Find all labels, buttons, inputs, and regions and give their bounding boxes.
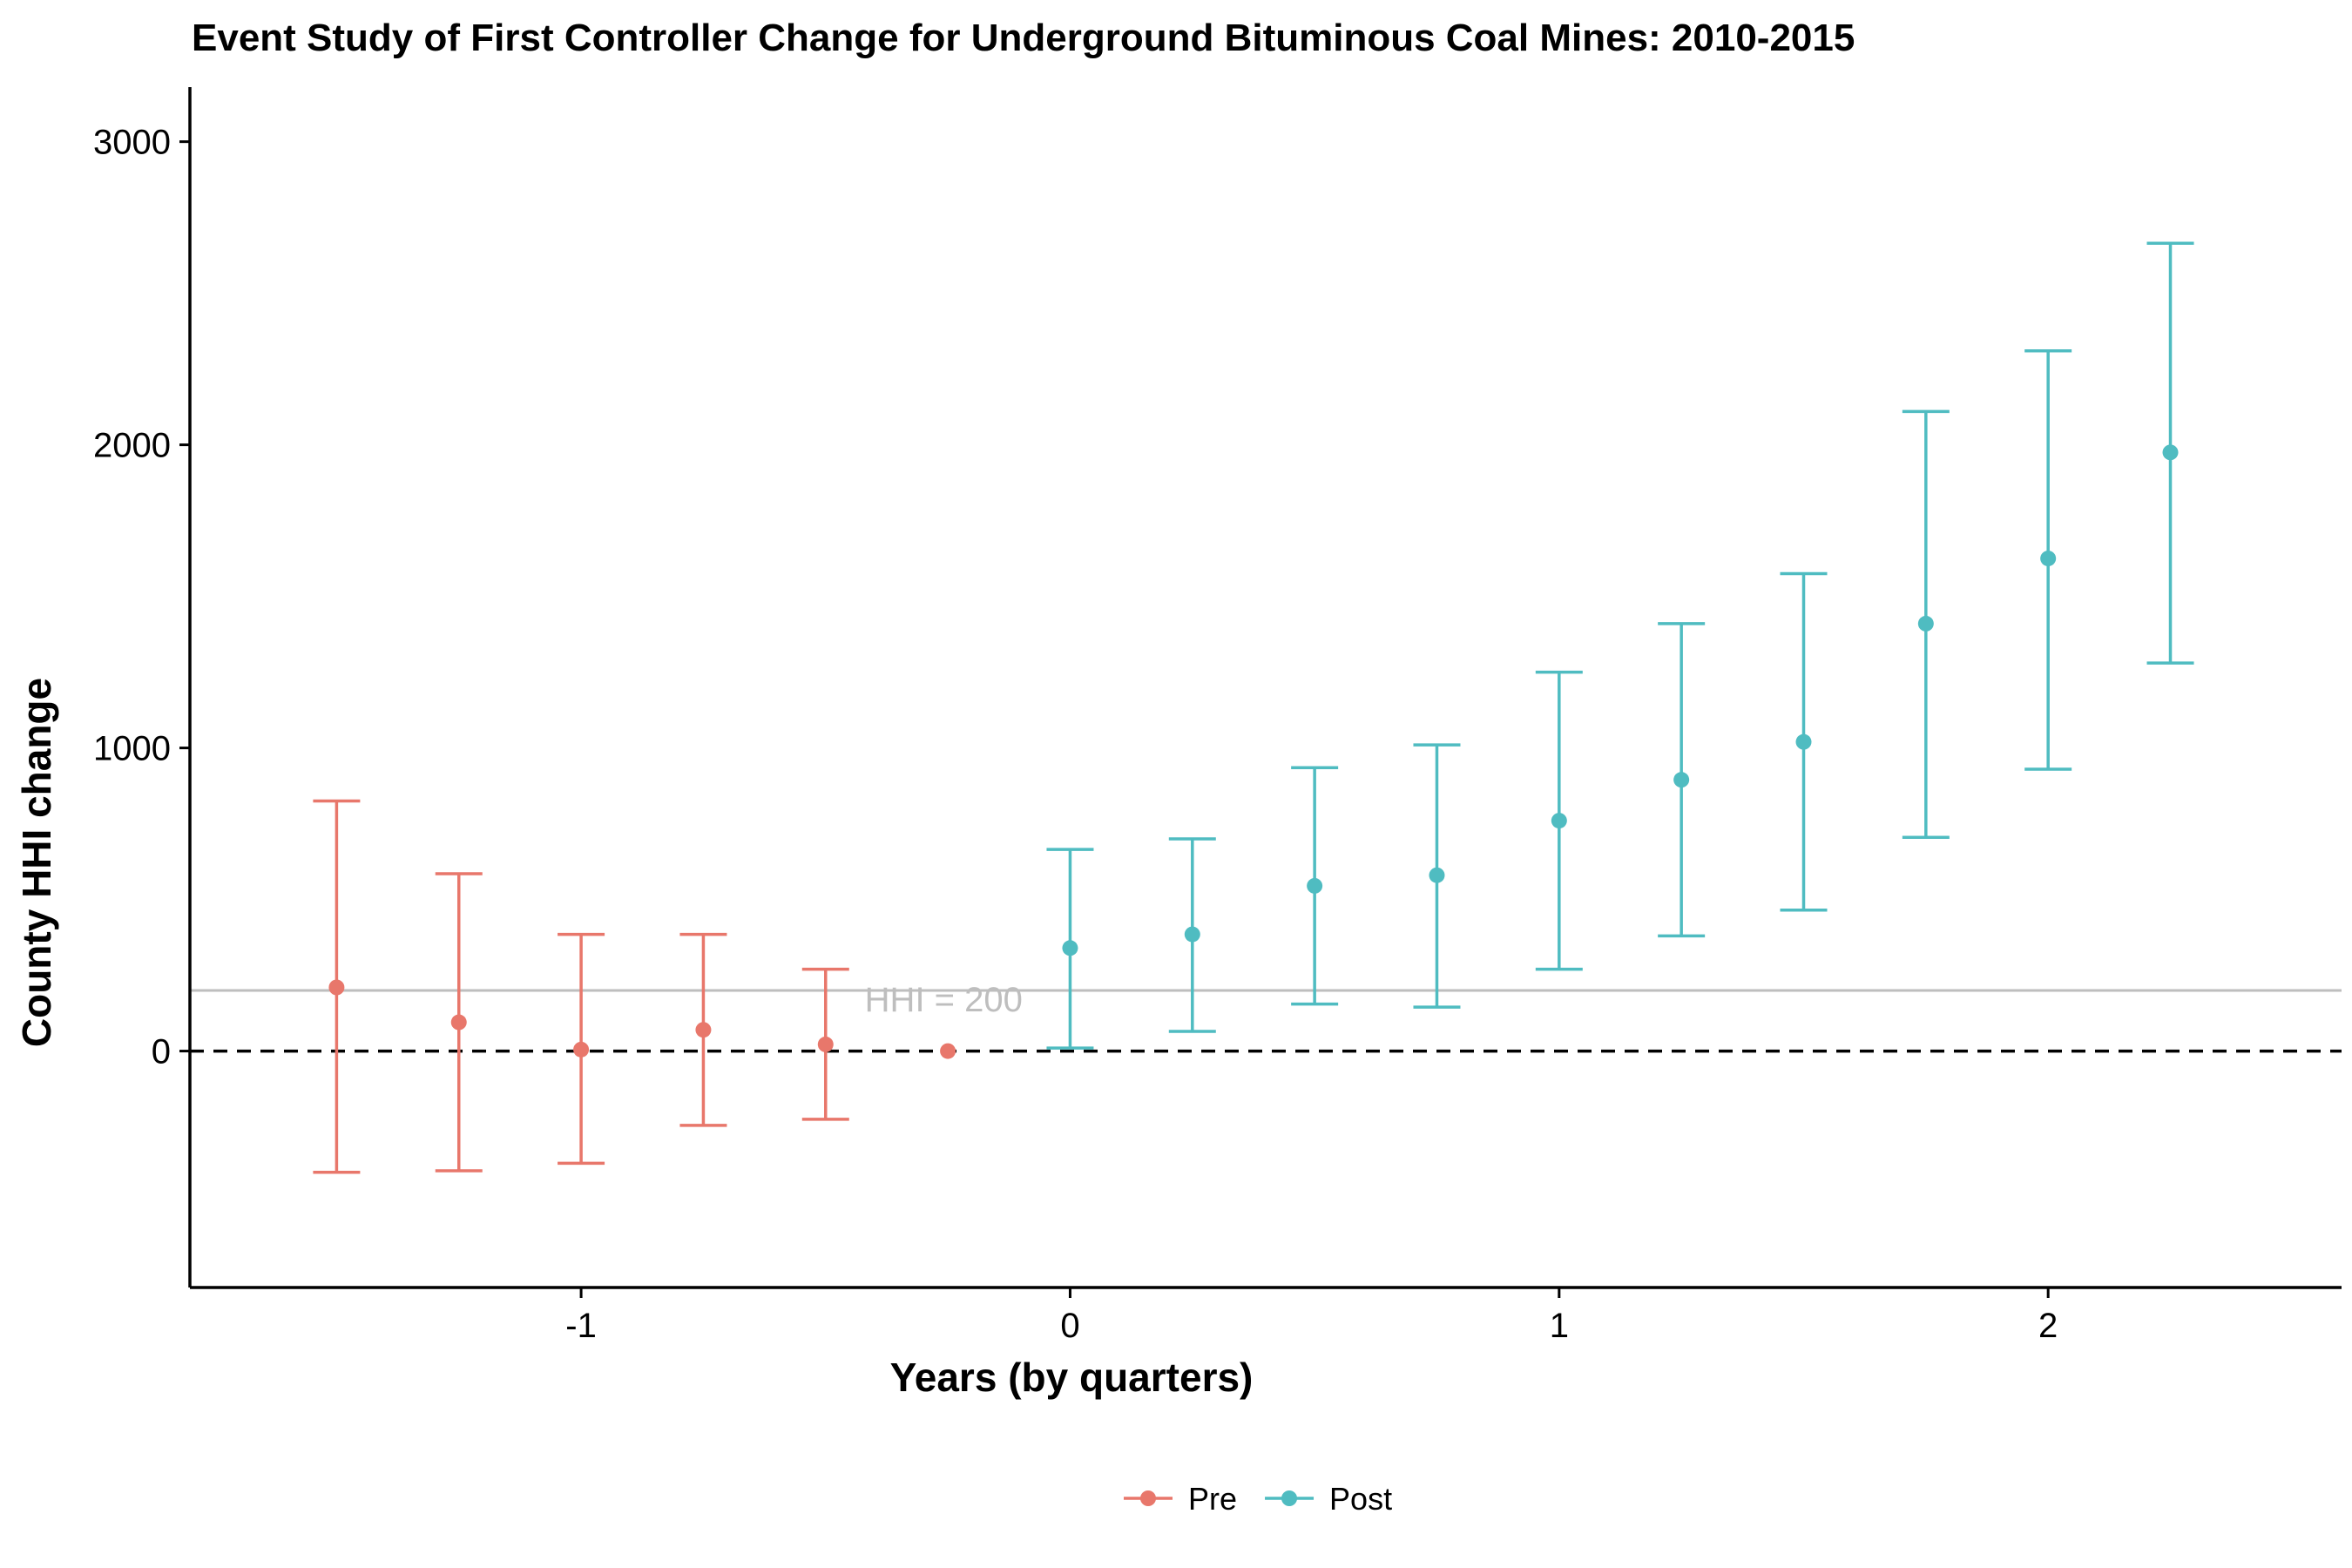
y-tick-label: 0: [152, 1033, 171, 1071]
x-tick-label: 0: [1060, 1307, 1079, 1345]
series-pre: [313, 799, 956, 1174]
y-tick-label: 1000: [93, 730, 171, 768]
legend-key-point: [1281, 1490, 1298, 1506]
legend-item-pre: Pre: [1124, 1481, 1237, 1517]
legend: Pre Post: [1124, 1481, 1392, 1517]
y-tick-label: 2000: [93, 427, 171, 465]
data-point-pre: [695, 1022, 712, 1038]
data-point-post: [1673, 772, 1690, 788]
legend-label: Pre: [1188, 1481, 1237, 1517]
data-point-pre: [940, 1043, 956, 1059]
data-point-post: [1184, 926, 1200, 943]
data-point-pre: [573, 1041, 590, 1058]
reference-line-label: HHI = 200: [865, 981, 1023, 1019]
data-point-post: [1551, 813, 1567, 829]
data-point-post: [1917, 615, 1934, 632]
data-point-pre: [328, 979, 345, 996]
legend-key-point: [1140, 1490, 1156, 1506]
data-point-post: [1307, 877, 1323, 894]
chart-title: Event Study of First Controller Change f…: [192, 17, 1855, 59]
data-point-pre: [450, 1014, 467, 1031]
y-tick-label: 3000: [93, 124, 171, 162]
plot-area: HHI = 200 0 1000 2000 3000 -1 0 1 2: [93, 87, 2342, 1345]
series-post: [1046, 241, 2194, 1050]
x-tick-label: -1: [565, 1307, 597, 1345]
data-point-post: [1795, 733, 1812, 750]
x-axis-label: Years (by quarters): [890, 1355, 1254, 1400]
data-point-post: [1429, 867, 1445, 883]
data-point-post: [2162, 444, 2179, 461]
legend-label: Post: [1329, 1481, 1392, 1517]
y-axis-label: County HHI change: [14, 678, 59, 1047]
x-tick-label: 1: [1550, 1307, 1569, 1345]
legend-item-post: Post: [1265, 1481, 1392, 1517]
data-point-post: [1062, 940, 1078, 956]
data-point-pre: [817, 1036, 834, 1052]
data-point-post: [2040, 551, 2057, 567]
x-tick-label: 2: [2038, 1307, 2058, 1345]
